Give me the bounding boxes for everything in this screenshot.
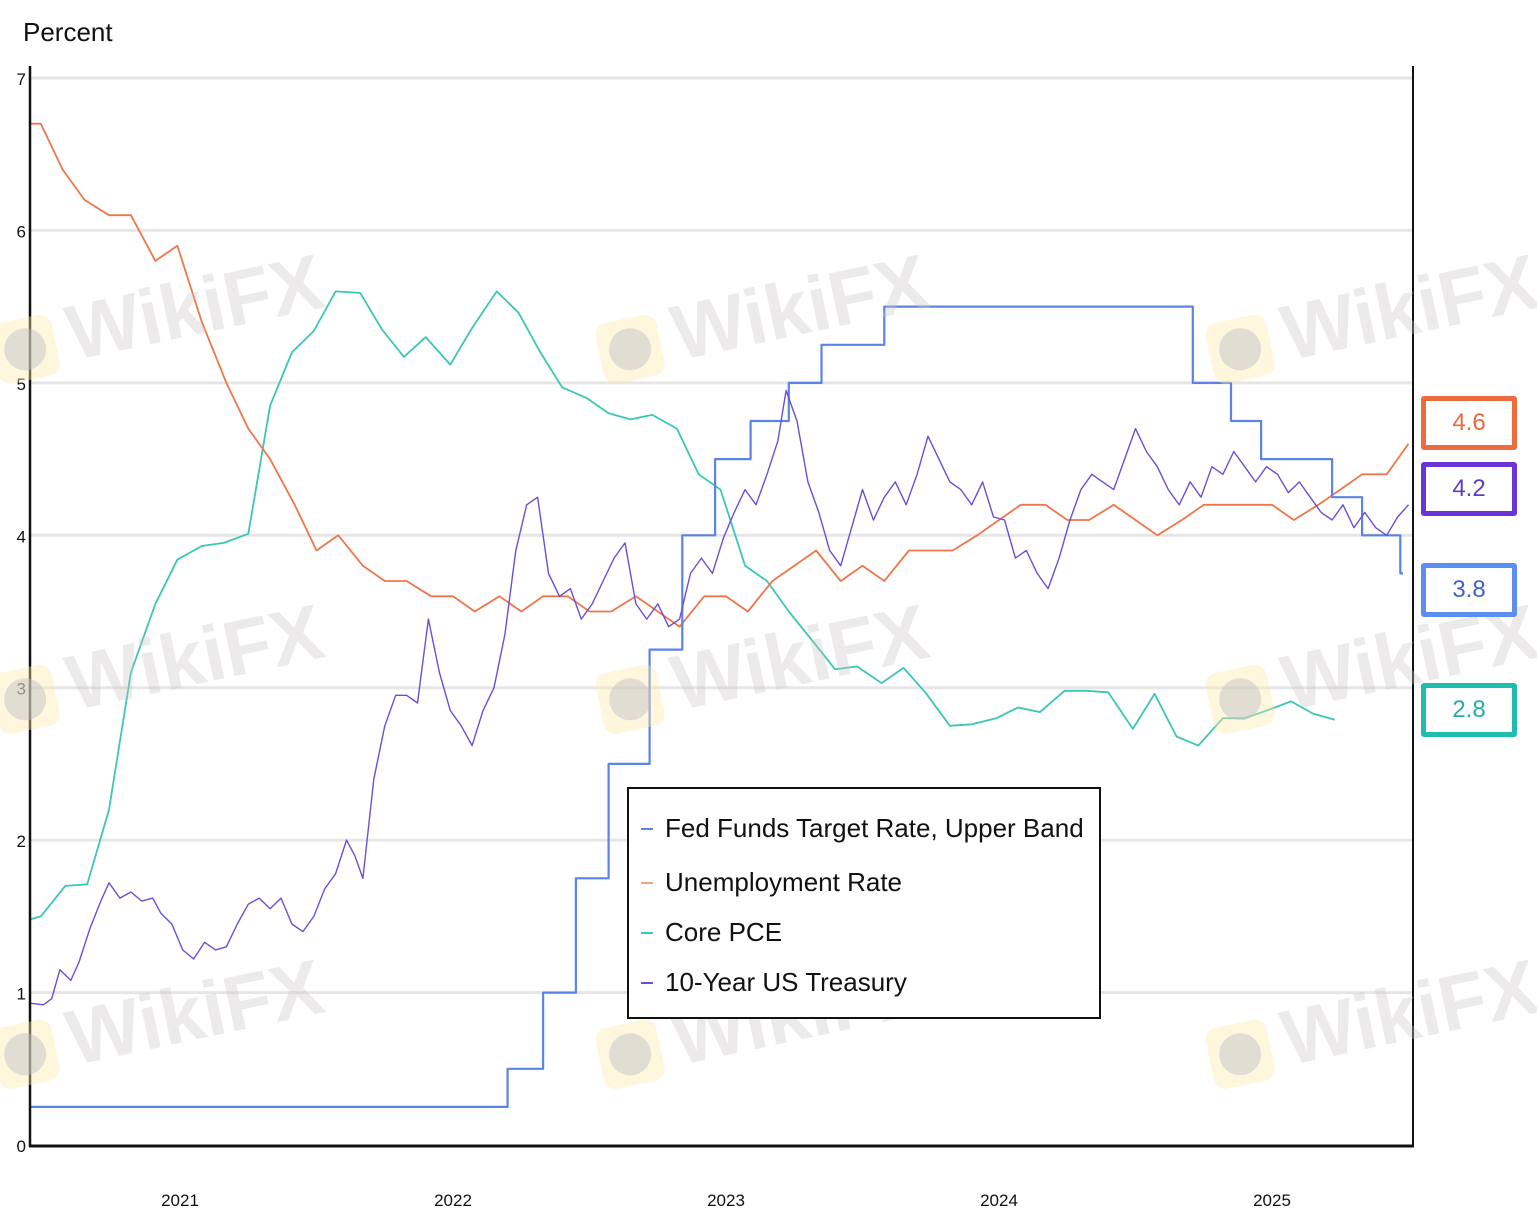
legend-label: Core PCE — [665, 917, 783, 947]
legend-item-fed-funds: Fed Funds Target Rate, Upper Band — [641, 813, 1084, 844]
legend-swatch-icon — [641, 881, 653, 884]
series-line-fed-funds-target-rate-upper-band — [29, 305, 1403, 1109]
series-lines — [29, 122, 1410, 1109]
legend-swatch-icon — [641, 981, 653, 984]
y-tick-label: 5 — [17, 375, 26, 394]
legend-label: Unemployment Rate — [665, 867, 902, 897]
x-tick-label: 2023 — [707, 1191, 745, 1210]
legend-item-core-pce: Core PCE — [641, 917, 782, 948]
legend-swatch-icon — [641, 827, 653, 830]
legend-label: 10-Year US Treasury — [665, 967, 907, 997]
y-tick-label: 2 — [17, 832, 26, 851]
x-tick-label: 2022 — [434, 1191, 472, 1210]
x-axis-ticks: 2021 2022 2023 2024 2025 — [161, 1191, 1291, 1210]
y-tick-label: 4 — [17, 527, 26, 546]
legend-item-10yr-treasury: 10-Year US Treasury — [641, 967, 907, 998]
latest-value-10yr-treasury: 4.2 — [1421, 462, 1517, 516]
y-tick-label: 1 — [17, 985, 26, 1004]
y-tick-label: 3 — [17, 680, 26, 699]
latest-value-fed-funds: 3.8 — [1421, 563, 1517, 617]
series-line-core-pce — [29, 290, 1336, 921]
legend-label: Fed Funds Target Rate, Upper Band — [665, 813, 1084, 843]
chart-legend: Fed Funds Target Rate, Upper Band Unempl… — [627, 787, 1101, 1019]
y-tick-label: 0 — [17, 1137, 26, 1156]
y-tick-label: 7 — [17, 70, 26, 89]
series-line-10-year-us-treasury — [29, 389, 1410, 1006]
latest-value-core-pce: 2.8 — [1421, 683, 1517, 737]
x-tick-label: 2025 — [1253, 1191, 1291, 1210]
latest-value-unemployment: 4.6 — [1421, 396, 1517, 450]
y-axis-title: Percent — [23, 17, 113, 47]
series-line-unemployment-rate — [29, 122, 1410, 628]
legend-swatch-icon — [641, 931, 653, 934]
y-axis-ticks: 0 1 2 3 4 5 6 7 — [17, 70, 26, 1156]
y-tick-label: 6 — [17, 222, 26, 241]
x-tick-label: 2021 — [161, 1191, 199, 1210]
legend-item-unemployment: Unemployment Rate — [641, 867, 902, 898]
x-tick-label: 2024 — [980, 1191, 1018, 1210]
